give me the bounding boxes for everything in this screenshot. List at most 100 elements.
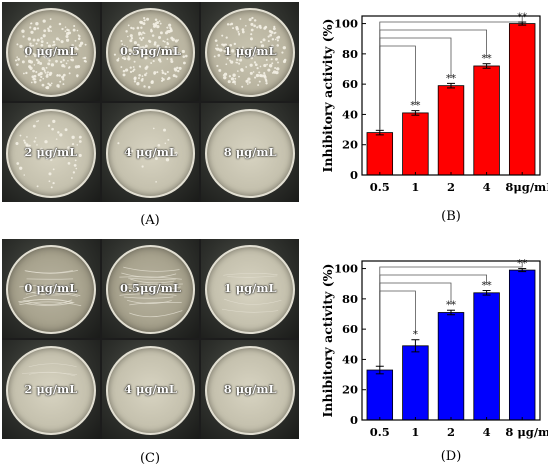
streak-line bbox=[24, 269, 78, 274]
colony bbox=[126, 35, 129, 38]
colony bbox=[161, 40, 164, 42]
streak-line bbox=[126, 286, 181, 292]
colony bbox=[33, 27, 37, 31]
colony bbox=[40, 147, 43, 151]
colony bbox=[155, 24, 160, 29]
colony bbox=[281, 51, 284, 54]
colony bbox=[265, 82, 269, 85]
colony bbox=[139, 38, 143, 41]
colony bbox=[33, 140, 36, 143]
plate-cell: 2 μg/mL bbox=[2, 340, 100, 439]
colony bbox=[245, 79, 249, 83]
colony bbox=[275, 57, 279, 61]
colony bbox=[154, 18, 157, 21]
y-tick-label: 40 bbox=[342, 107, 358, 121]
colony bbox=[276, 44, 280, 47]
colony bbox=[64, 26, 67, 28]
colony bbox=[277, 61, 280, 64]
petri-dish bbox=[5, 108, 96, 199]
colony bbox=[254, 19, 257, 22]
colony bbox=[251, 16, 254, 20]
colony bbox=[237, 30, 240, 33]
colony bbox=[265, 79, 268, 83]
colony bbox=[154, 22, 156, 24]
colony bbox=[240, 68, 244, 72]
colony bbox=[53, 50, 56, 54]
colony bbox=[182, 61, 186, 65]
colony bbox=[276, 67, 280, 71]
colony bbox=[35, 42, 38, 45]
streak-line bbox=[128, 310, 183, 317]
colony bbox=[61, 63, 65, 68]
colony bbox=[55, 37, 59, 41]
colony bbox=[33, 80, 37, 84]
colony bbox=[141, 75, 143, 77]
colony bbox=[58, 22, 62, 26]
colony bbox=[227, 80, 232, 84]
colony bbox=[178, 66, 182, 70]
colony bbox=[276, 36, 279, 39]
colony bbox=[223, 50, 225, 52]
streak-line bbox=[23, 299, 73, 305]
colony bbox=[122, 73, 126, 77]
y-tick-label: 20 bbox=[342, 138, 358, 152]
colony bbox=[59, 80, 62, 83]
y-tick-label: 0 bbox=[350, 168, 358, 182]
colony bbox=[269, 33, 273, 37]
plate-concentration-label: 0 μg/mL bbox=[24, 43, 78, 58]
colony bbox=[41, 66, 45, 71]
colony bbox=[144, 44, 148, 48]
colony bbox=[237, 70, 239, 72]
colony bbox=[133, 41, 137, 45]
colony bbox=[182, 55, 185, 58]
colony bbox=[138, 37, 141, 40]
colony bbox=[36, 38, 40, 42]
colony bbox=[253, 48, 256, 51]
streak-line bbox=[28, 363, 77, 368]
colony bbox=[40, 40, 44, 44]
colony bbox=[52, 181, 55, 185]
x-tick-label: 0.5 bbox=[370, 425, 390, 439]
y-tick-label: 100 bbox=[334, 262, 358, 276]
colony bbox=[172, 148, 175, 151]
colony bbox=[232, 27, 235, 30]
colony bbox=[69, 51, 72, 54]
colony bbox=[83, 59, 86, 63]
colony bbox=[115, 58, 119, 62]
colony bbox=[266, 63, 269, 66]
colony bbox=[66, 51, 70, 54]
colony bbox=[16, 162, 20, 165]
colony bbox=[228, 50, 231, 53]
colony bbox=[29, 22, 32, 25]
colony bbox=[33, 64, 36, 66]
colony bbox=[49, 158, 53, 161]
colony bbox=[169, 60, 173, 63]
colony bbox=[129, 66, 132, 69]
x-tick-label: 8μg/mL bbox=[505, 180, 548, 194]
colony bbox=[235, 25, 239, 29]
colony bbox=[231, 49, 235, 53]
petri-dish bbox=[205, 108, 296, 199]
colony bbox=[164, 45, 168, 49]
colony bbox=[156, 44, 160, 48]
colony bbox=[216, 47, 220, 51]
streak-line bbox=[25, 302, 72, 306]
colony bbox=[226, 57, 229, 60]
petri-dish bbox=[205, 345, 296, 436]
colony bbox=[250, 46, 254, 50]
colony bbox=[271, 38, 275, 41]
colony bbox=[257, 84, 260, 86]
colony bbox=[58, 74, 61, 77]
colony bbox=[70, 53, 73, 56]
colony bbox=[233, 80, 237, 84]
colony bbox=[133, 60, 136, 63]
colony bbox=[229, 59, 232, 62]
colony bbox=[267, 35, 270, 38]
colony bbox=[74, 159, 77, 162]
colony bbox=[14, 59, 18, 62]
colony bbox=[233, 42, 237, 46]
colony bbox=[142, 85, 146, 88]
colony bbox=[239, 55, 242, 58]
streak-line bbox=[19, 301, 82, 307]
colony bbox=[260, 40, 263, 44]
